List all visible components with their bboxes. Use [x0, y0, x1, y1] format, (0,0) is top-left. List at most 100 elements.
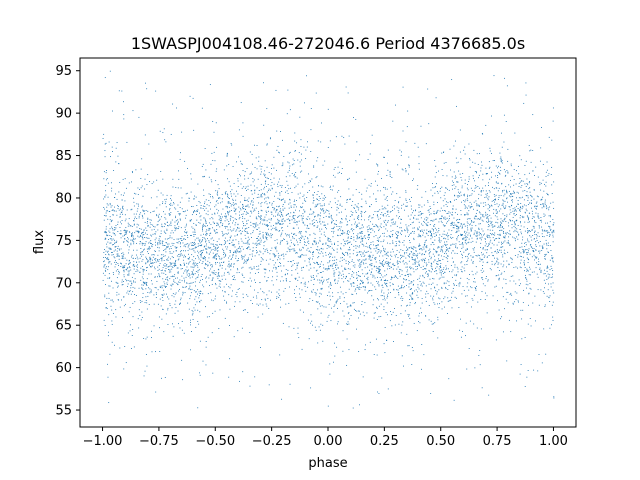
data-point	[479, 212, 481, 214]
data-point	[211, 299, 212, 301]
data-point	[428, 231, 430, 233]
data-point	[179, 207, 181, 208]
data-point	[474, 162, 476, 164]
data-point	[412, 298, 414, 300]
data-point	[257, 236, 259, 238]
data-point	[333, 361, 334, 363]
data-point	[430, 265, 432, 267]
data-point	[230, 250, 231, 252]
data-point	[451, 296, 453, 298]
data-point	[218, 210, 219, 212]
data-point	[126, 141, 128, 143]
data-point	[225, 255, 227, 257]
data-point	[327, 405, 329, 407]
data-point	[168, 266, 170, 267]
data-point	[275, 226, 277, 228]
data-point	[135, 230, 137, 232]
data-point	[304, 102, 305, 104]
data-point	[114, 257, 116, 259]
data-point	[521, 215, 523, 217]
data-point	[506, 266, 508, 268]
data-point	[108, 262, 110, 264]
data-point	[517, 200, 519, 201]
data-point	[455, 224, 457, 226]
data-point	[164, 249, 166, 251]
data-point	[330, 320, 332, 322]
data-point	[535, 202, 537, 204]
data-point	[110, 182, 112, 184]
data-point	[244, 197, 246, 199]
data-point	[299, 293, 300, 295]
data-point	[265, 268, 267, 270]
data-point	[179, 243, 181, 245]
data-point	[281, 223, 283, 225]
data-point	[417, 218, 419, 220]
data-point	[450, 169, 452, 171]
data-point	[529, 283, 531, 284]
data-point	[161, 297, 163, 298]
data-point	[351, 224, 353, 226]
data-point	[413, 255, 415, 256]
data-point	[148, 143, 150, 145]
data-point	[390, 235, 392, 237]
data-point	[115, 246, 117, 248]
data-point	[176, 277, 178, 279]
data-point	[460, 201, 462, 203]
data-point	[494, 232, 496, 234]
data-point	[246, 220, 248, 222]
data-point	[368, 290, 370, 292]
data-point	[208, 277, 210, 279]
data-point	[235, 195, 237, 197]
data-point	[460, 225, 462, 227]
data-point	[369, 205, 370, 207]
data-point	[360, 206, 362, 207]
data-point	[387, 262, 389, 264]
data-point	[315, 204, 317, 206]
data-point	[181, 275, 183, 277]
data-point	[500, 222, 502, 224]
data-point	[127, 238, 129, 240]
data-point	[241, 267, 243, 269]
data-point	[358, 275, 360, 277]
data-point	[130, 242, 132, 244]
data-point	[185, 286, 187, 288]
data-point	[315, 270, 317, 272]
data-point	[524, 183, 526, 185]
data-point	[194, 247, 196, 249]
data-point	[184, 210, 186, 212]
data-point	[460, 177, 462, 178]
data-point	[432, 269, 433, 271]
data-point	[323, 306, 325, 308]
data-point	[256, 295, 257, 297]
data-point	[396, 231, 398, 232]
data-point	[125, 269, 127, 270]
data-point	[323, 195, 325, 197]
data-point	[383, 156, 385, 158]
data-point	[269, 222, 271, 224]
data-point	[127, 270, 129, 272]
data-point	[137, 208, 139, 210]
data-point	[314, 237, 316, 239]
data-point	[277, 220, 279, 222]
data-point	[349, 216, 351, 217]
data-point	[212, 300, 214, 302]
data-point	[337, 307, 338, 309]
data-point	[478, 211, 480, 213]
data-point	[178, 258, 180, 260]
data-point	[447, 248, 449, 250]
data-point	[525, 185, 527, 187]
data-point	[501, 132, 502, 134]
data-point	[122, 257, 124, 259]
data-point	[442, 273, 444, 274]
data-point	[443, 282, 445, 284]
data-point	[188, 253, 189, 255]
data-point	[218, 274, 220, 276]
data-point	[162, 244, 164, 246]
data-point	[232, 256, 234, 258]
data-point	[377, 244, 379, 245]
data-point	[133, 223, 135, 225]
data-point	[459, 281, 461, 283]
data-point	[368, 216, 370, 218]
data-point	[356, 272, 358, 274]
data-point	[465, 249, 467, 251]
